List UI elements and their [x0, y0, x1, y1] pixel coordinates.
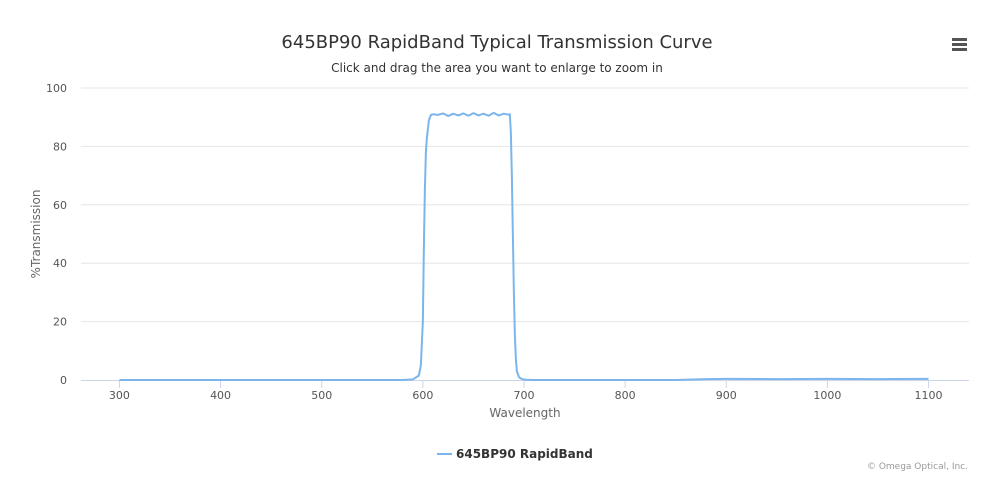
x-axis-title: Wavelength: [489, 406, 560, 420]
chart-title: 645BP90 RapidBand Typical Transmission C…: [281, 32, 712, 53]
y-tick-label: 20: [53, 316, 67, 329]
chart-subtitle: Click and drag the area you want to enla…: [331, 61, 663, 75]
y-gridlines: [81, 87, 969, 323]
legend-item-label[interactable]: 645BP90 RapidBand: [456, 447, 593, 461]
x-tick-label: 1100: [915, 389, 943, 402]
x-tick-labels: 300 400 500 600 700 800 900 1000 1100: [109, 389, 943, 402]
x-tick-label: 500: [311, 389, 332, 402]
legend[interactable]: 645BP90 RapidBand: [437, 447, 593, 461]
y-tick-label: 100: [46, 82, 67, 95]
x-tick-label: 300: [109, 389, 130, 402]
x-tick-label: 700: [513, 389, 534, 402]
y-axis-title: %Transmission: [29, 190, 43, 279]
y-tick-label: 40: [53, 257, 67, 270]
x-tick-label: 800: [615, 389, 636, 402]
series-line[interactable]: [119, 111, 929, 381]
credits[interactable]: © Omega Optical, Inc.: [867, 462, 968, 472]
y-tick-label: 0: [60, 374, 67, 387]
x-axis: [81, 380, 969, 388]
x-tick-label: 400: [210, 389, 231, 402]
x-tick-label: 600: [412, 389, 433, 402]
x-tick-label: 900: [716, 389, 737, 402]
y-tick-label: 60: [53, 199, 67, 212]
y-tick-labels: 0 20 40 60 80 100: [46, 82, 67, 387]
y-tick-label: 80: [53, 140, 67, 153]
context-menu-button[interactable]: [948, 34, 970, 54]
x-tick-label: 1000: [813, 389, 841, 402]
hamburger-menu-icon: [952, 38, 967, 51]
plot-area[interactable]: [119, 111, 929, 381]
